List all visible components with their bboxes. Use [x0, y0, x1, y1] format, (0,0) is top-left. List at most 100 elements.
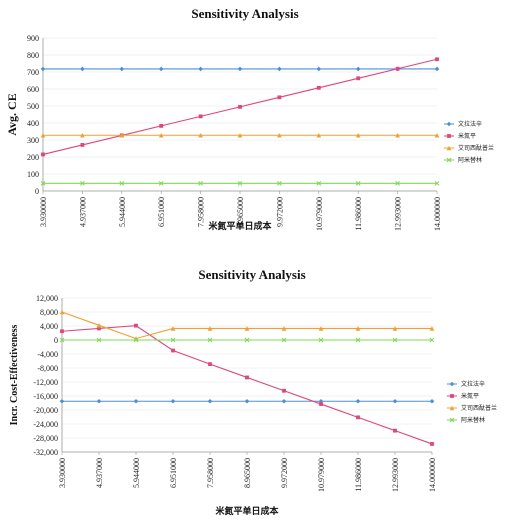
data-point [133, 337, 139, 343]
legend-item: 文拉法辛 [447, 380, 485, 388]
chart-2: Sensitivity Analysis 12,000 8,000 4,000 0 -4,… [9, 267, 497, 517]
series-3 [40, 132, 440, 138]
data-point [355, 180, 361, 186]
x-tick-label: 12.993000 [394, 197, 403, 231]
data-point [356, 76, 361, 81]
legend-label: 阿米替林 [461, 416, 485, 424]
y-tick-label: 200 [27, 153, 39, 162]
data-point [277, 132, 282, 138]
data-point [355, 337, 361, 343]
data-point [244, 326, 250, 331]
x-tick-label: 7.958000 [206, 458, 215, 488]
x-tick-label: 8.965000 [236, 197, 245, 227]
y-tick-label: 0 [35, 187, 39, 196]
x-tick-label: 3.930000 [39, 197, 48, 227]
legend-label: 米氮平 [458, 132, 476, 140]
legend-label: 米氮平 [461, 392, 479, 400]
data-point [96, 398, 102, 404]
data-point [80, 180, 85, 186]
y-tick-label: -24,000 [33, 420, 58, 429]
x-tick-label: 4.937000 [78, 197, 87, 227]
series-3 [59, 309, 435, 341]
data-point [277, 66, 282, 72]
x-tick-label: 5.944000 [118, 197, 127, 227]
legend-marker [449, 381, 455, 387]
legend-label: 艾司西酞普兰 [461, 404, 497, 412]
data-point [245, 375, 249, 380]
data-point [355, 326, 361, 331]
y-tick-label: 0 [54, 336, 58, 345]
data-point [80, 66, 85, 72]
data-point [355, 132, 361, 138]
data-point [80, 143, 85, 147]
x-tick-label: 11.986000 [354, 458, 363, 492]
chart-title: Sensitivity Analysis [198, 267, 305, 282]
data-point [392, 337, 398, 343]
data-point [171, 348, 175, 353]
data-point [316, 66, 322, 72]
y-tick-label: -20,000 [33, 406, 58, 415]
data-point [281, 326, 287, 331]
data-point [429, 337, 435, 343]
data-point [134, 323, 138, 328]
y-tick-label: 900 [27, 34, 39, 43]
data-point [207, 326, 213, 331]
chart-1: Sensitivity Analysis 0 100 200 300 400 500 600 7… [5, 6, 494, 232]
data-point [395, 180, 400, 186]
x-axis-label: 米氮平单日成本 [214, 505, 279, 517]
data-point [198, 114, 203, 119]
data-point [170, 398, 176, 404]
data-point [170, 337, 176, 343]
data-point [429, 326, 435, 331]
legend-item: 艾司西酞普兰 [444, 144, 494, 152]
data-point [158, 180, 164, 186]
y-tick-label: 12,000 [36, 294, 58, 303]
x-tick-label: 8.965000 [243, 458, 252, 488]
series-line [61, 311, 432, 340]
data-point [198, 66, 203, 72]
data-point [238, 104, 242, 109]
data-point [237, 180, 243, 186]
x-tick-label: 6.951000 [169, 458, 178, 488]
data-point [277, 95, 282, 100]
data-point [319, 402, 323, 406]
data-point [133, 398, 139, 404]
data-point [41, 152, 45, 157]
data-point [434, 66, 440, 72]
y-tick-label: -32,000 [33, 448, 58, 457]
legend-item: 米氮平 [444, 132, 476, 140]
x-tick-label: 10.979000 [317, 458, 326, 492]
data-point [198, 132, 203, 138]
data-point [40, 66, 46, 72]
legend-marker [449, 405, 455, 411]
y-tick-label: 100 [27, 170, 39, 179]
x-tick-label: 14.000000 [433, 197, 442, 231]
data-point [355, 66, 361, 72]
x-tick-label: 3.930000 [58, 458, 67, 488]
data-point [395, 66, 400, 71]
data-point [207, 337, 213, 343]
data-point [392, 398, 398, 404]
legend-marker [449, 417, 455, 423]
series-1 [59, 398, 435, 404]
y-tick-label: -28,000 [33, 434, 58, 443]
data-point [97, 326, 101, 331]
data-point [80, 132, 85, 138]
data-point [244, 398, 250, 404]
data-point [40, 180, 46, 186]
x-tick-label: 4.937000 [95, 458, 104, 488]
data-point [395, 132, 400, 138]
x-axis-label: 米氮平单日成本 [207, 220, 272, 232]
data-point [355, 398, 361, 404]
data-point [281, 337, 287, 343]
legend-label: 文拉法辛 [461, 380, 485, 388]
legend-label: 阿米替林 [458, 156, 482, 164]
x-tick-label: 12.993000 [391, 458, 400, 492]
x-tick-label: 11.986000 [354, 197, 363, 231]
data-point [96, 337, 102, 343]
data-point [429, 398, 435, 404]
data-point [434, 132, 440, 138]
y-tick-label: 600 [27, 85, 39, 94]
legend-item: 阿米替林 [444, 156, 482, 164]
legend-item: 文拉法辛 [444, 120, 482, 128]
